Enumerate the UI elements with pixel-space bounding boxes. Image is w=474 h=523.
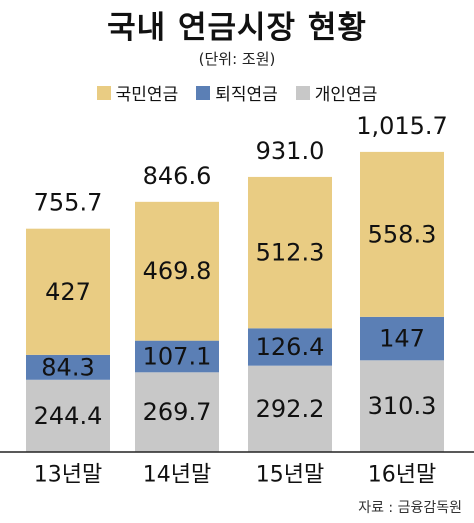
- total-label-2: 846.6: [143, 162, 212, 190]
- total-label-3: 931.0: [256, 137, 325, 165]
- category-label-3: 15년말: [256, 463, 324, 488]
- total-label-1: 755.7: [34, 189, 103, 217]
- unit-label: (단위: 조원): [198, 50, 276, 68]
- legend-label-national-pension: 국민연금: [115, 85, 179, 105]
- bar-personal-pension-4: [360, 360, 444, 452]
- chart-title: 국내 연금시장 현황: [107, 10, 367, 46]
- bar-personal-pension-2: [135, 372, 219, 452]
- value-label-personal-pension-1: 244.4: [34, 402, 103, 430]
- legend-swatch-retirement-pension: [196, 85, 211, 100]
- category-label-2: 14년말: [143, 463, 211, 488]
- value-label-retirement-pension-1: 84.3: [41, 353, 94, 381]
- legend-item-personal-pension: 개인연금: [295, 80, 378, 105]
- bar-retirement-pension-4: [360, 316, 444, 361]
- value-label-national-pension-2: 469.8: [143, 257, 212, 285]
- bar-national-pension-1: [26, 228, 110, 355]
- bar-national-pension-3: [248, 176, 332, 329]
- bar-retirement-pension-2: [135, 340, 219, 373]
- bar-national-pension-4: [360, 151, 444, 317]
- legend-item-national-pension: 국민연금: [96, 80, 179, 105]
- value-label-retirement-pension-4: 147: [379, 325, 425, 353]
- bar-retirement-pension-1: [26, 354, 110, 380]
- value-label-retirement-pension-3: 126.4: [256, 333, 325, 361]
- value-label-personal-pension-2: 269.7: [143, 398, 212, 426]
- legend-item-retirement-pension: 퇴직연금: [196, 80, 278, 105]
- source-note: 자료 : 금융감독원: [358, 500, 462, 516]
- legend-swatch-national-pension: [96, 85, 111, 100]
- legend-label-personal-pension: 개인연금: [314, 85, 378, 105]
- legend-label-retirement-pension: 퇴직연금: [215, 85, 278, 105]
- value-label-national-pension-1: 427: [45, 278, 91, 306]
- legend: 국민연금 퇴직연금 개인연금: [0, 80, 474, 105]
- bar-retirement-pension-3: [248, 328, 332, 366]
- bar-personal-pension-1: [26, 379, 110, 452]
- value-label-national-pension-3: 512.3: [256, 239, 325, 267]
- value-label-retirement-pension-2: 107.1: [143, 342, 212, 370]
- bar-national-pension-2: [135, 201, 219, 341]
- category-label-1: 13년말: [34, 463, 102, 488]
- value-label-personal-pension-4: 310.3: [368, 392, 437, 420]
- total-label-4: 1,015.7: [356, 112, 448, 140]
- value-label-national-pension-4: 558.3: [368, 220, 437, 248]
- legend-swatch-personal-pension: [295, 85, 310, 100]
- bar-personal-pension-3: [248, 365, 332, 452]
- category-label-4: 16년말: [368, 463, 436, 488]
- value-label-personal-pension-3: 292.2: [256, 395, 325, 423]
